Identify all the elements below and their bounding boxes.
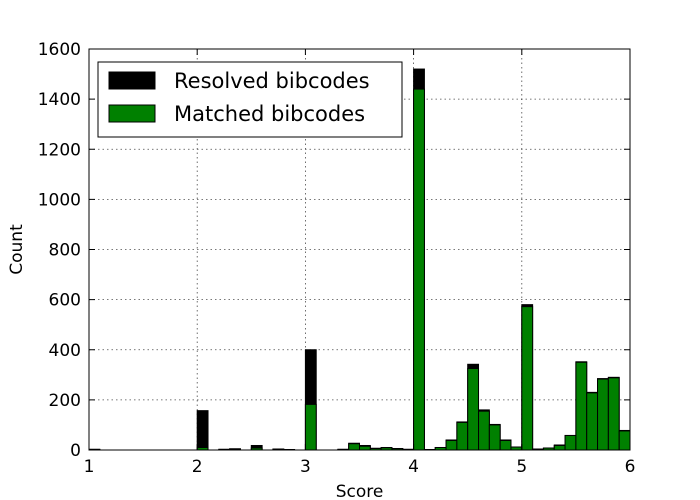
y-tick-label-5: 1000 [38,190,81,210]
x-tick-label-2: 3 [300,457,311,477]
y-tick-label-8: 1600 [38,40,81,60]
x-tick-label-3: 4 [408,457,419,477]
matched-bar-31 [586,392,599,451]
x-tick-label-4: 5 [516,457,527,477]
y-tick-label-6: 1200 [38,140,81,160]
x-axis-label: Score [336,482,384,500]
matched-bar-34 [618,430,631,451]
matched-bar-15 [413,88,425,451]
matched-bar-28 [553,444,566,451]
matched-bar-18 [445,439,458,451]
tick-labels: 1 2 3 4 5 6 0 200 400 600 800 1000 1200 1400 1600 [38,40,636,477]
matched-bar-33 [607,377,620,451]
y-tick-label-2: 400 [49,341,81,361]
matched-bar-25 [521,306,534,451]
matched-bar-7 [304,403,317,451]
y-tick-label-7: 1400 [38,90,81,110]
y-tick-label-1: 200 [49,391,81,411]
y-tick-label-4: 800 [49,241,81,261]
x-tick-label-1: 2 [192,457,203,477]
axis-ticks [88,48,631,451]
legend-swatch-resolved [108,71,156,90]
matched-bar-19 [456,421,469,451]
y-tick-label-3: 600 [49,291,81,311]
legend-label-matched: Matched bibcodes [174,102,365,126]
matched-bar-23 [499,439,512,451]
matched-bar-9 [348,443,360,451]
legend-label-resolved: Resolved bibcodes [174,69,370,93]
x-tick-label-0: 1 [84,457,95,477]
legend: Resolved bibcodes Matched bibcodes [97,61,403,138]
matched-bar-21 [478,410,490,451]
matched-bar-29 [564,434,577,451]
matched-bar-30 [575,361,588,451]
matched-bar-20 [467,368,480,451]
y-tick-label-0: 0 [70,441,81,461]
matched-bar-22 [488,424,501,451]
legend-swatch-matched [108,104,156,123]
matched-bar-10 [359,445,371,451]
x-tick-label-5: 6 [625,457,636,477]
matched-bar-32 [597,378,609,451]
resolved-bar-1 [196,410,209,451]
y-axis-label: Count [7,224,27,275]
